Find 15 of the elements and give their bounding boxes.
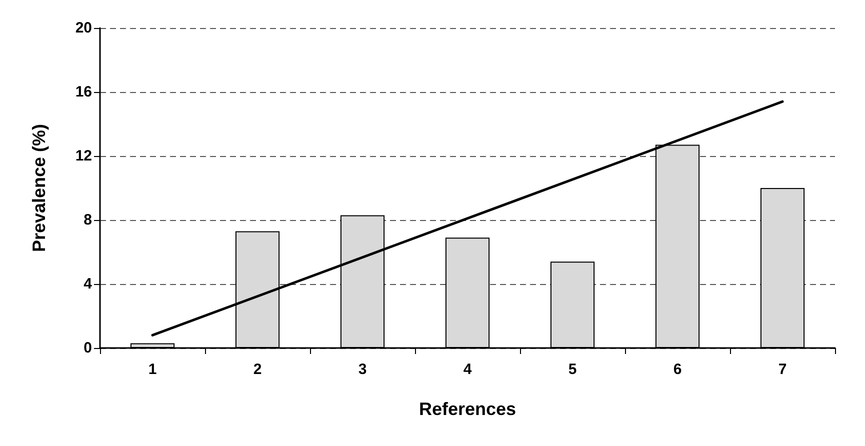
x-tick-label: 3 — [358, 361, 367, 378]
x-tick-label: 7 — [778, 361, 787, 378]
y-tick-label: 16 — [75, 84, 92, 100]
x-tick-label: 6 — [673, 361, 682, 378]
y-tick-label: 4 — [84, 276, 93, 292]
x-tick-label: 4 — [463, 361, 472, 378]
x-tick-label: 5 — [568, 361, 577, 378]
y-tick-label: 8 — [84, 212, 92, 228]
x-tick-label: 2 — [253, 361, 262, 378]
y-tick-label: 0 — [84, 340, 92, 356]
y-tick-label: 20 — [75, 20, 92, 36]
x-tick-label: 1 — [148, 361, 157, 378]
x-axis-title: References — [418, 399, 516, 419]
y-tick-label: 12 — [75, 148, 92, 164]
y-axis-title: Prevalence (%) — [29, 124, 49, 252]
